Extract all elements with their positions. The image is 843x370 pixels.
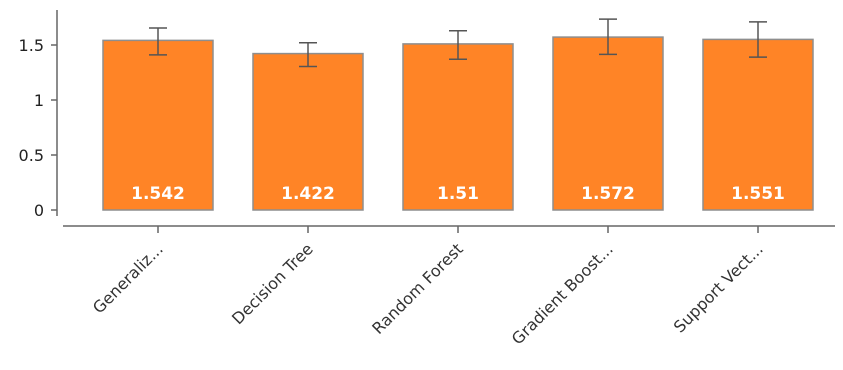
category-label: Generaliz... — [89, 239, 167, 317]
y-tick-label: 0.5 — [19, 146, 44, 165]
category-labels: Generaliz... Decision Tree Random Forest Gr… — [89, 239, 767, 348]
category-label: Decision Tree — [228, 239, 317, 328]
bar — [552, 36, 664, 211]
error-bars — [149, 18, 767, 68]
y-tick-label: 1.5 — [19, 36, 44, 55]
bar — [402, 43, 514, 211]
data-label: 1.422 — [281, 184, 335, 204]
data-labels: 1.542 1.422 1.51 1.572 1.551 — [131, 184, 785, 204]
data-label: 1.542 — [131, 184, 185, 204]
bar — [102, 39, 214, 211]
data-label: 1.51 — [437, 184, 479, 204]
y-tick-label: 0 — [34, 201, 44, 220]
y-axis: 0 0.5 1 1.5 — [19, 10, 58, 220]
bar — [252, 52, 364, 211]
category-label: Support Vect... — [670, 239, 767, 336]
category-label: Gradient Boost... — [508, 239, 617, 348]
bar — [702, 38, 814, 211]
category-label: Random Forest — [368, 239, 467, 338]
data-label: 1.572 — [581, 184, 635, 204]
bars — [102, 36, 814, 211]
data-label: 1.551 — [731, 184, 785, 204]
y-tick-label: 1 — [34, 91, 44, 110]
x-axis — [63, 225, 835, 233]
